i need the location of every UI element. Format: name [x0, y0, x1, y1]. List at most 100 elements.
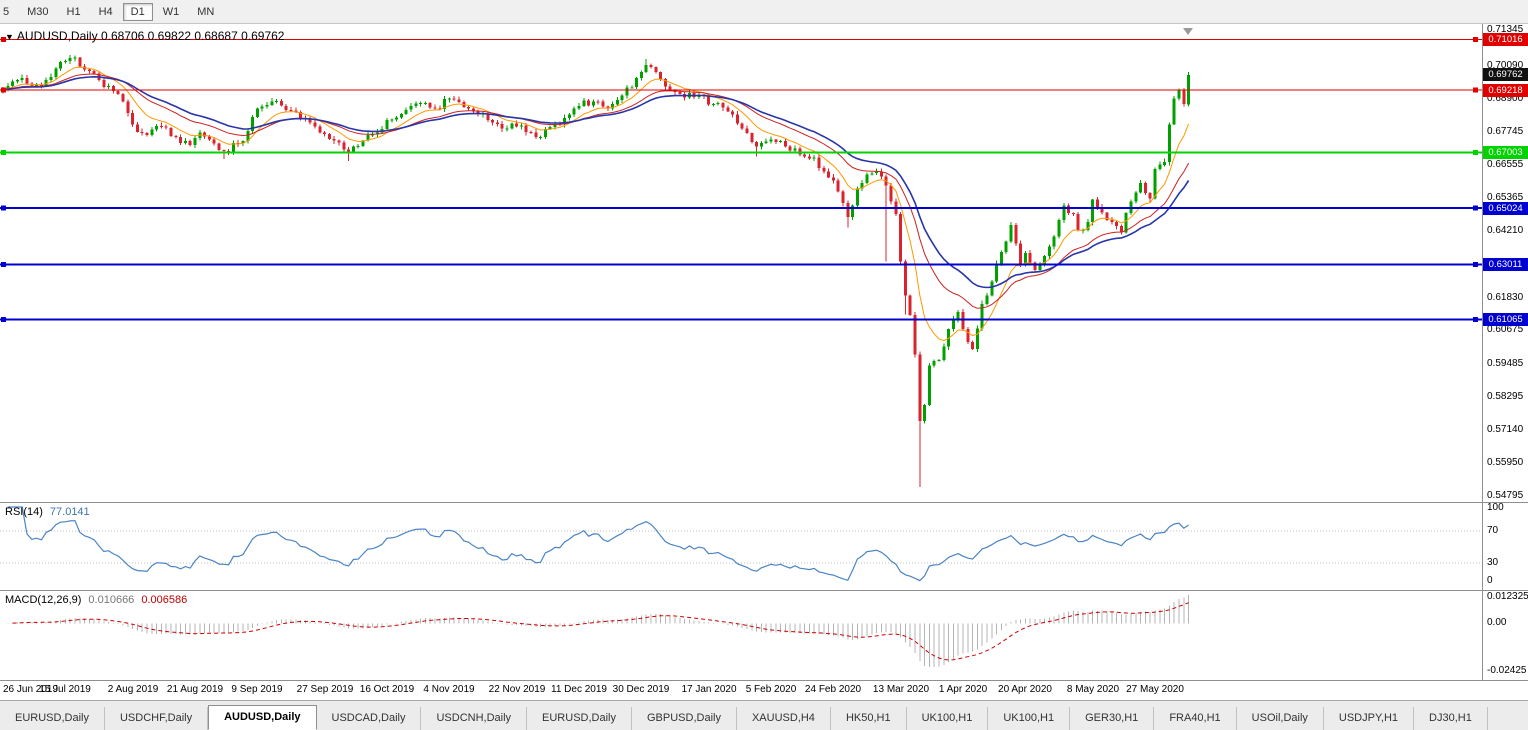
- date-label: 27 May 2020: [1126, 684, 1184, 695]
- timeframe-button-5[interactable]: 5: [3, 5, 10, 18]
- date-label: 4 Nov 2019: [423, 684, 475, 695]
- timeframe-button-H1[interactable]: H1: [66, 5, 81, 18]
- chart-tabs-bar: EURUSD,Daily USDCHF,Daily AUDUSD,Daily USDC…: [0, 700, 1528, 730]
- date-label: 27 Sep 2019: [296, 684, 354, 695]
- chart-shift-marker: [1183, 28, 1193, 35]
- moving-average: [2, 73, 1190, 309]
- date-label: 8 May 2020: [1066, 684, 1120, 695]
- chart-tab-USDCNH-Daily[interactable]: USDCNH,Daily: [421, 707, 528, 730]
- price-level-box: 0.69218: [1483, 84, 1528, 97]
- axis-label: 0.66555: [1487, 159, 1524, 170]
- chart-tab-USDJPY-H1[interactable]: USDJPY,H1: [1323, 707, 1415, 730]
- moving-average: [2, 75, 1190, 289]
- price-level-box: 0.63011: [1483, 258, 1528, 271]
- chart-tab-AUDUSD-Daily[interactable]: AUDUSD,Daily: [208, 705, 317, 730]
- axis-label: 0.60675: [1487, 324, 1524, 336]
- chart-tab-UK100-H1[interactable]: UK100,H1: [906, 707, 989, 730]
- date-label: 16 Oct 2019: [359, 684, 415, 695]
- price-level-box: 0.67003: [1483, 146, 1528, 159]
- axis-label: 0.00: [1487, 617, 1507, 629]
- date-label: 1 Apr 2020: [938, 684, 988, 695]
- axis-label: 0.71345: [1487, 24, 1524, 36]
- timeframe-button-W1[interactable]: W1: [162, 5, 180, 18]
- date-label: 2 Aug 2019: [107, 684, 159, 695]
- chart-tab-EURUSD-Daily[interactable]: EURUSD,Daily: [527, 707, 632, 730]
- macd-histogram: [7, 595, 1190, 668]
- axis-label: 0.58295: [1487, 391, 1524, 403]
- macd-canvas[interactable]: [0, 591, 1482, 679]
- rsi-axis: 100 70 30 0: [1482, 502, 1528, 590]
- price-chart-canvas[interactable]: [0, 24, 1482, 502]
- date-label: 30 Dec 2019: [612, 684, 670, 695]
- rsi-panel: RSI(14) 77.0141 100 70 30 0: [0, 502, 1528, 590]
- chart-symbol: AUDUSD,Daily: [16, 29, 98, 43]
- date-label: 21 Aug 2019: [166, 684, 224, 695]
- chart-tab-FRA40-H1[interactable]: FRA40,H1: [1154, 707, 1237, 730]
- date-label: 15 Jul 2019: [39, 684, 91, 695]
- date-label: 26 Jun 2019: [3, 684, 59, 695]
- date-label: 22 Nov 2019: [488, 684, 546, 695]
- axis-label: 0.65365: [1487, 192, 1524, 204]
- price-level-box: 0.61065: [1483, 313, 1528, 326]
- rsi-value: 77.0141: [49, 506, 90, 518]
- date-label: 9 Sep 2019: [231, 684, 283, 695]
- axis-label: 0.67745: [1487, 125, 1524, 137]
- axis-label: -0.02425: [1487, 665, 1527, 676]
- chart-tab-GBPUSD-Daily[interactable]: GBPUSD,Daily: [632, 707, 737, 730]
- price-level-box: 0.69762: [1483, 68, 1528, 81]
- timeframe-button-D1[interactable]: D1: [122, 2, 153, 21]
- axis-label: 100: [1487, 502, 1504, 513]
- axis-label: 70: [1487, 525, 1499, 536]
- rsi-name: RSI(14): [5, 506, 43, 518]
- symbol-dropdown-arrow[interactable]: ▼: [5, 32, 14, 42]
- chart-tab-USDCHF-Daily[interactable]: USDCHF,Daily: [104, 707, 209, 730]
- rsi-canvas[interactable]: [0, 503, 1482, 589]
- timeframe-toolbar: 5 M30 H1 H4 D1 W1 MN: [0, 0, 1528, 24]
- axis-label: 0: [1487, 575, 1493, 586]
- axis-label: 0.59485: [1487, 357, 1524, 369]
- timeframe-button-MN[interactable]: MN: [197, 5, 215, 18]
- axis-label: 0.61830: [1487, 291, 1524, 303]
- price-chart-panel: ▼ AUDUSD,Daily 0.68706 0.69822 0.68687 0.…: [0, 24, 1528, 502]
- timeframe-button-M30[interactable]: M30: [27, 5, 49, 18]
- macd-signal-line: [12, 602, 1189, 661]
- macd-axis: 0.012325 0.00 -0.02425: [1482, 591, 1528, 680]
- chart-tab-XAUUSD-H4[interactable]: XAUUSD,H4: [736, 707, 831, 730]
- price-level-box: 0.65024: [1483, 202, 1528, 215]
- axis-label: 0.68900: [1487, 93, 1524, 105]
- chart-tab-USOil-Daily[interactable]: USOil,Daily: [1236, 707, 1324, 730]
- time-axis[interactable]: 26 Jun 2019 15 Jul 2019 2 Aug 2019 21 Aug 2…: [0, 680, 1528, 700]
- macd-signal-value: 0.006586: [141, 594, 188, 606]
- axis-label: 0.54795: [1487, 489, 1524, 501]
- date-label: 5 Feb 2020: [745, 684, 797, 695]
- chart-tab-USDCAD-Daily[interactable]: USDCAD,Daily: [316, 707, 422, 730]
- date-label: 13 Mar 2020: [872, 684, 930, 695]
- macd-name: MACD(12,26,9): [5, 594, 82, 606]
- price-level-box: 0.71016: [1483, 33, 1528, 46]
- chart-tab-HK50-H1[interactable]: HK50,H1: [830, 707, 907, 730]
- price-axis[interactable]: 0.71345 0.70090 0.68900 0.67745 0.66555 0.653…: [1482, 24, 1528, 502]
- axis-label: 0.57140: [1487, 423, 1524, 435]
- chart-tab-EURUSD-Daily[interactable]: EURUSD,Daily: [0, 707, 105, 730]
- date-label: 24 Feb 2020: [804, 684, 862, 695]
- macd-main-value: 0.010666: [88, 594, 135, 606]
- axis-label: 0.64210: [1487, 224, 1524, 236]
- chart-tab-DJ30-H1[interactable]: DJ30,H1: [1414, 707, 1488, 730]
- date-label: 17 Jan 2020: [681, 684, 737, 695]
- axis-label: 0.012325: [1487, 591, 1528, 602]
- chart-tab-UK100-H1[interactable]: UK100,H1: [988, 707, 1071, 730]
- date-label: 11 Dec 2019: [551, 684, 607, 695]
- date-label: 20 Apr 2020: [998, 684, 1052, 695]
- chart-tab-GER30-H1[interactable]: GER30,H1: [1070, 707, 1155, 730]
- horizontal-lines: [0, 37, 1482, 322]
- chart-title: ▼ AUDUSD,Daily 0.68706 0.69822 0.68687 0.…: [5, 29, 284, 43]
- moving-average: [2, 66, 1190, 342]
- macd-label: MACD(12,26,9) 0.010666 0.006586: [5, 594, 187, 606]
- rsi-label: RSI(14) 77.0141: [5, 506, 90, 518]
- axis-label: 0.70090: [1487, 59, 1524, 71]
- rsi-line: [7, 506, 1189, 582]
- axis-label: 0.55950: [1487, 457, 1524, 469]
- chart-ohlc-values: 0.68706 0.69822 0.68687 0.69762: [100, 29, 285, 43]
- timeframe-button-H4[interactable]: H4: [98, 5, 113, 18]
